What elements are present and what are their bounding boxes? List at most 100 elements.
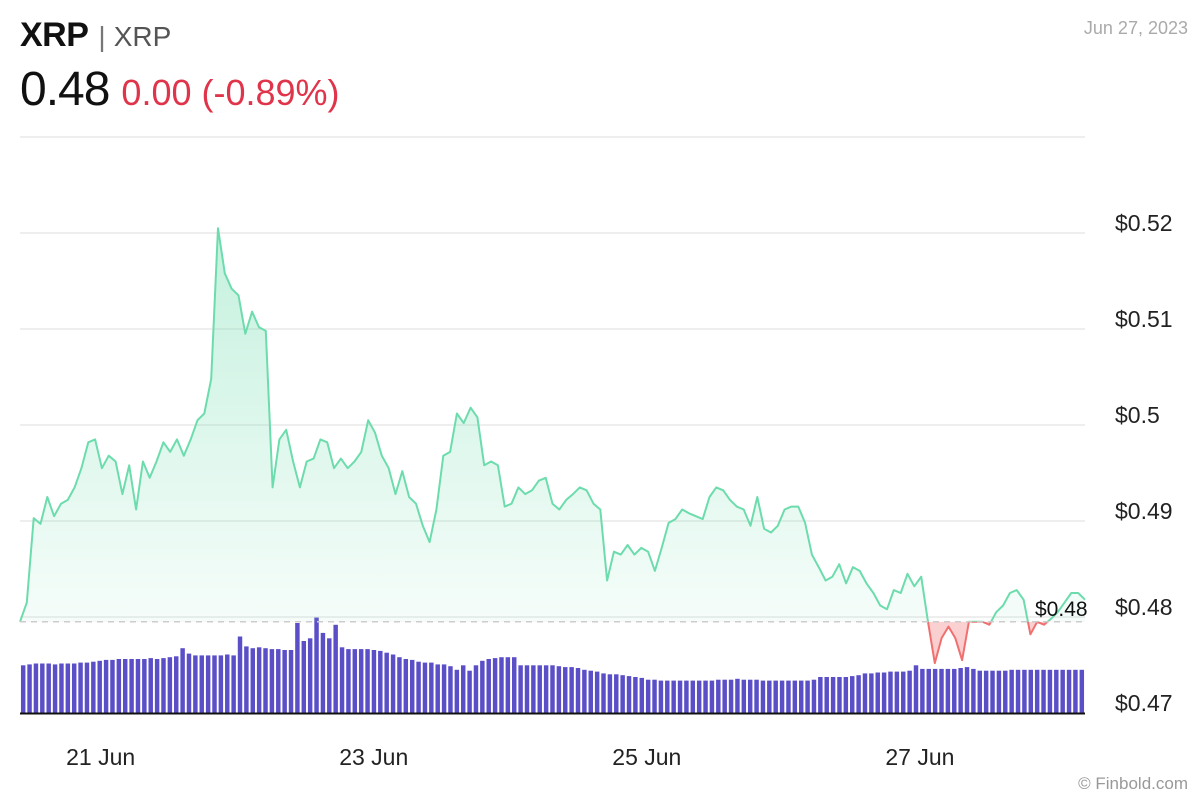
volume-bar <box>932 668 938 713</box>
volume-bar <box>154 659 160 713</box>
volume-bar <box>977 670 982 713</box>
volume-bar <box>645 679 651 713</box>
volume-bar <box>716 679 721 713</box>
ticker-symbol: XRP <box>20 16 89 54</box>
volume-bar <box>792 680 798 713</box>
volume-bar <box>945 668 951 713</box>
volume-bar <box>186 653 192 713</box>
volume-bar <box>696 680 702 713</box>
volume-bar <box>983 670 989 713</box>
volume-bar <box>728 679 734 713</box>
volume-bar <box>84 662 90 713</box>
price-line <box>19 227 1086 665</box>
volume-bar <box>1003 670 1008 713</box>
volume-bar <box>460 665 466 713</box>
volume-bar <box>1028 669 1034 713</box>
volume-bar <box>703 680 708 713</box>
volume-bar <box>269 649 275 713</box>
volume-bar <box>747 679 753 713</box>
x-tick-label: 23 Jun <box>339 744 408 770</box>
volume-bar <box>339 647 345 713</box>
volume-bar <box>594 671 600 713</box>
volume-bar <box>760 680 766 713</box>
volume-bar <box>384 652 389 713</box>
volume-bar <box>633 677 638 713</box>
volume-bar <box>307 638 313 713</box>
volume-bar <box>448 666 453 713</box>
volume-bar <box>250 648 255 713</box>
volume-bar <box>148 658 153 713</box>
volume-bar <box>244 646 249 713</box>
y-tick-label: $0.52 <box>1115 210 1173 236</box>
volume-bar <box>735 678 740 713</box>
y-tick-label: $0.51 <box>1115 306 1173 332</box>
title-separator: | <box>98 21 106 52</box>
y-tick-label: $0.48 <box>1115 594 1173 620</box>
volume-bar <box>103 659 109 713</box>
volume-bar <box>435 664 440 713</box>
volume-bar <box>97 660 102 713</box>
volume-bar <box>129 659 134 713</box>
chart-date: Jun 27, 2023 <box>1083 18 1188 38</box>
volume-bar <box>263 648 268 713</box>
volume-bar <box>862 673 868 713</box>
volume-bar <box>295 623 300 713</box>
volume-bar <box>588 670 593 713</box>
volume-bar <box>480 660 485 713</box>
volume-bar <box>454 669 460 713</box>
volume-bar <box>467 670 472 713</box>
volume-bar <box>881 672 887 713</box>
volume-bar <box>161 658 166 713</box>
volume-bar <box>256 647 262 713</box>
volume-bar <box>805 680 810 713</box>
volume-bars <box>20 617 1085 715</box>
volume-bar <box>677 680 683 713</box>
volume-bar <box>1041 669 1046 713</box>
grid-lines <box>20 136 1085 714</box>
volume-bar <box>282 650 287 713</box>
volume-bar <box>907 670 912 713</box>
volume-bar <box>626 676 632 713</box>
price-change: 0.00 (-0.89%) <box>121 72 340 113</box>
volume-bar <box>843 677 849 713</box>
volume-bar <box>614 674 619 713</box>
volume-bar <box>582 669 587 713</box>
volume-bar <box>786 680 791 713</box>
volume-bar <box>773 680 778 713</box>
volume-bar <box>371 650 377 713</box>
y-axis-ticks: $0.47 $0.48 $0.49 $0.5 $0.51 $0.52 <box>1115 210 1173 716</box>
volume-bar <box>403 659 409 713</box>
volume-bar <box>665 680 670 713</box>
volume-bar <box>225 654 230 713</box>
volume-bar <box>556 666 562 713</box>
volume-bar <box>569 667 574 713</box>
volume-bar <box>658 680 664 713</box>
volume-bar <box>798 680 804 713</box>
volume-bar <box>524 665 530 713</box>
volume-bar <box>180 648 185 713</box>
volume-bar <box>71 663 77 713</box>
volume-bar <box>563 667 568 713</box>
volume-bar <box>52 664 58 713</box>
volume-bar <box>1015 669 1021 713</box>
volume-bar <box>722 679 727 713</box>
volume-bar <box>333 624 338 713</box>
volume-bar <box>869 673 874 713</box>
volume-bar <box>1073 669 1078 713</box>
finbold-watermark: © Finbold.com <box>1078 774 1188 793</box>
volume-bar <box>518 665 523 713</box>
volume-bar <box>684 680 689 713</box>
volume-bar <box>358 649 364 713</box>
volume-bar <box>996 670 1002 713</box>
volume-bar <box>20 665 26 713</box>
volume-bar <box>850 676 855 713</box>
price-line-up <box>19 227 1086 622</box>
volume-bar <box>276 649 281 713</box>
volume-bar <box>830 677 836 713</box>
volume-bar <box>365 649 370 713</box>
current-price: 0.48 <box>20 63 110 116</box>
volume-bar <box>397 657 402 713</box>
volume-bar <box>116 659 122 713</box>
volume-bar <box>416 661 421 713</box>
